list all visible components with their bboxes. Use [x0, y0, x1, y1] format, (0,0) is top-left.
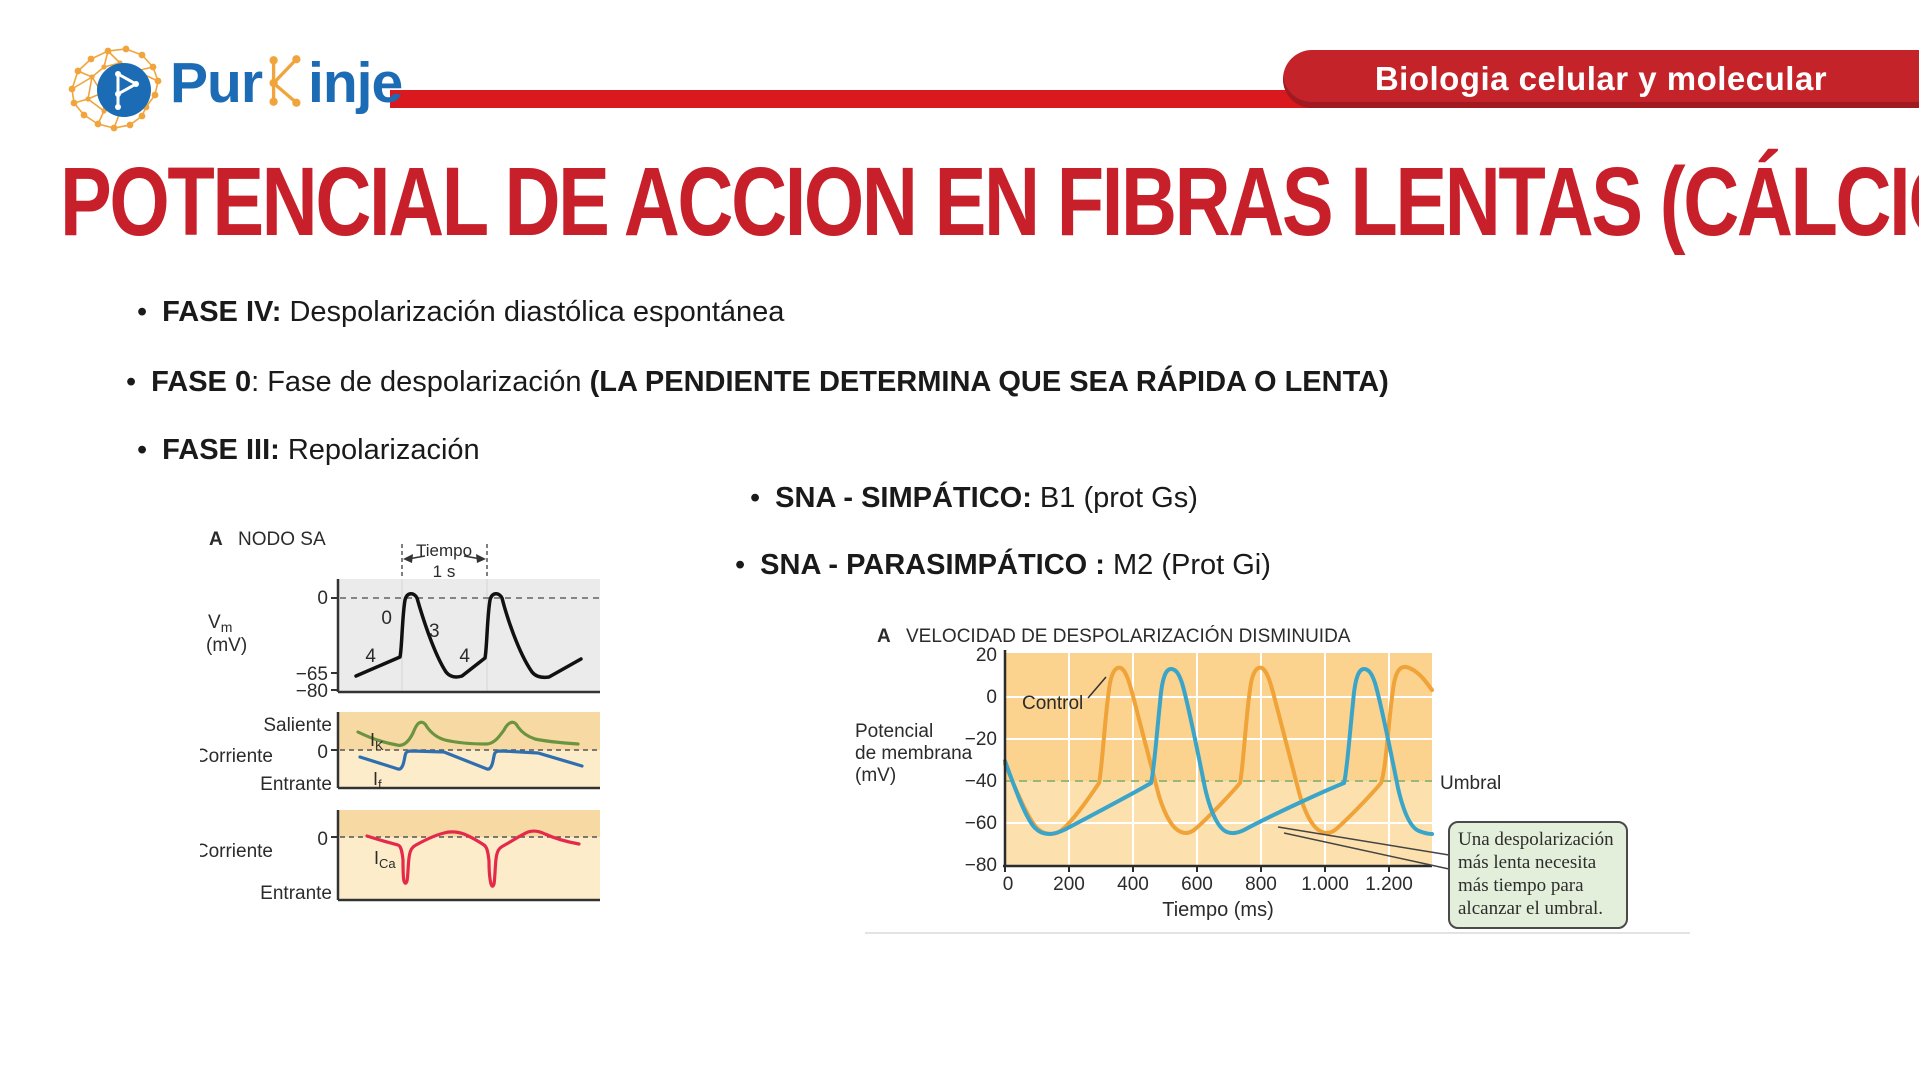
phase-0-label: 0 — [381, 608, 392, 629]
current-panel-2-bg-upper — [338, 810, 600, 837]
corriente-1-zero: 0 — [317, 742, 328, 763]
x-axis-title: Tiempo (ms) — [1162, 899, 1273, 921]
figure-left-panel-letter: A — [209, 529, 223, 550]
bullet-text: SNA - PARASIMPÁTICO : M2 (Prot Gi) — [760, 549, 1271, 581]
course-banner: Biologia celular y molecular — [1283, 50, 1919, 108]
figure-image-bottom-edge — [865, 932, 1690, 934]
figure-left-title: NODO SA — [238, 529, 326, 550]
figure-right-panel-letter: A — [877, 626, 891, 647]
vm-axis-label: Vm — [208, 612, 232, 635]
brain-logo-icon — [58, 36, 168, 143]
bullet-text: FASE III: Repolarización — [162, 434, 480, 466]
plot-bg-upper — [1005, 653, 1432, 781]
bullet-text: SNA - SIMPÁTICO: B1 (prot Gs) — [775, 482, 1198, 514]
if-label: If — [373, 769, 382, 792]
vm-panel-bg — [338, 579, 600, 692]
tiempo-marker-lines — [401, 544, 488, 578]
sa-node-action-potential-trace — [354, 592, 583, 680]
corriente-1-label: Corriente — [200, 746, 273, 767]
current-panel-1-bg-lower — [338, 750, 600, 788]
xtick-200: 200 — [1053, 874, 1085, 895]
tiempo-arrowhead-right — [476, 554, 486, 563]
callout-line-4: alcanzar el umbral. — [1458, 898, 1603, 919]
bullet-fase-0: • FASE 0: Fase de despolarización (LA PE… — [126, 364, 1389, 400]
xtick-400: 400 — [1117, 874, 1149, 895]
x-axis-ticks — [1004, 866, 1390, 872]
bullet-sna-parasimpatico: • SNA - PARASIMPÁTICO : M2 (Prot Gi) — [735, 547, 1271, 583]
figure-velocidad-despolarizacion: A VELOCIDAD DE DESPOLARIZACIÓN DISMINUID… — [855, 625, 1628, 929]
if-current-trace — [358, 749, 584, 771]
phase-3-label: 3 — [429, 621, 440, 642]
vm-tick-0: 0 — [317, 588, 328, 609]
callout-line-2: más lenta necesita — [1458, 852, 1597, 873]
corriente-2-zero: 0 — [317, 829, 328, 850]
bullet-sna-simpatico: • SNA - SIMPÁTICO: B1 (prot Gs) — [750, 480, 1198, 516]
xtick-0: 0 — [1003, 874, 1014, 895]
callout-pointer-lines — [1277, 826, 1450, 870]
slow-depolarization-trace — [1003, 666, 1434, 837]
control-label: Control — [1022, 693, 1083, 714]
phase-4b-label: 4 — [459, 646, 470, 667]
y-axis-title-2: de membrana — [855, 743, 973, 764]
vm-axis-units: (mV) — [206, 635, 247, 656]
corriente-2-label: Corriente — [200, 841, 273, 862]
ytick-0: 0 — [986, 687, 997, 708]
vm-tick-minus65: −65 — [296, 664, 328, 685]
ytick-m20: −20 — [965, 729, 997, 750]
xtick-1200: 1.200 — [1365, 874, 1413, 895]
current-panel-2-bg-lower — [338, 837, 600, 900]
tiempo-arrowhead-left — [403, 554, 413, 563]
tiempo-label: Tiempo — [416, 541, 472, 560]
brand-text-pur: Pur — [170, 51, 263, 115]
phase-4a-label: 4 — [365, 646, 376, 667]
ytick-m40: −40 — [965, 771, 997, 792]
ytick-m60: −60 — [965, 813, 997, 834]
course-banner-label: Biologia celular y molecular — [1374, 60, 1828, 97]
callout-line-1: Una despolarización — [1458, 829, 1614, 850]
callout-box — [1448, 821, 1628, 929]
umbral-label: Umbral — [1440, 773, 1501, 794]
ica-current-trace — [365, 829, 581, 888]
figure-nodo-sa: A NODO SA Tiempo 1 s 0 −65 −80 Vm — [200, 529, 600, 904]
entrante-2-label: Entrante — [260, 883, 332, 904]
saliente-label: Saliente — [263, 715, 332, 736]
figure-right-title: VELOCIDAD DE DESPOLARIZACIÓN DISMINUIDA — [906, 625, 1351, 647]
brand-k-icon: K — [262, 52, 308, 113]
ik-current-trace — [356, 720, 580, 747]
brand-wordmark: Pur K inje — [170, 51, 403, 115]
xtick-600: 600 — [1181, 874, 1213, 895]
bullet-text: FASE IV: Despolarización diastólica espo… — [162, 296, 785, 328]
xtick-800: 800 — [1245, 874, 1277, 895]
bullet-dot: • — [750, 482, 761, 514]
tiempo-value: 1 s — [433, 562, 456, 581]
vm-tick-minus80: −80 — [296, 681, 328, 702]
entrante-1-label: Entrante — [260, 774, 332, 795]
ytick-20: 20 — [976, 645, 997, 666]
ytick-m80: −80 — [965, 855, 997, 876]
control-pointer-line — [1087, 676, 1107, 699]
brand-text-inje: inje — [308, 51, 403, 115]
bullet-text: FASE 0: Fase de despolarización (LA PEND… — [151, 366, 1389, 398]
bullet-dot: • — [126, 366, 137, 398]
bullet-dot: • — [137, 296, 148, 328]
bullet-fase-iii: • FASE III: Repolarización — [137, 432, 480, 468]
ik-label: IK — [370, 730, 384, 753]
bullet-dot: • — [137, 434, 148, 466]
bullet-dot: • — [735, 549, 746, 581]
callout-line-3: más tiempo para — [1458, 875, 1584, 896]
bullet-fase-iv: • FASE IV: Despolarización diastólica es… — [137, 294, 784, 330]
y-axis-title-3: (mV) — [855, 765, 896, 786]
ica-label: ICa — [374, 848, 396, 871]
slide-title: POTENCIAL DE ACCION EN FIBRAS LENTAS (CÁ… — [60, 147, 1919, 256]
y-axis-title-1: Potencial — [855, 721, 933, 742]
xtick-1000: 1.000 — [1301, 874, 1349, 895]
control-trace — [1003, 664, 1434, 837]
